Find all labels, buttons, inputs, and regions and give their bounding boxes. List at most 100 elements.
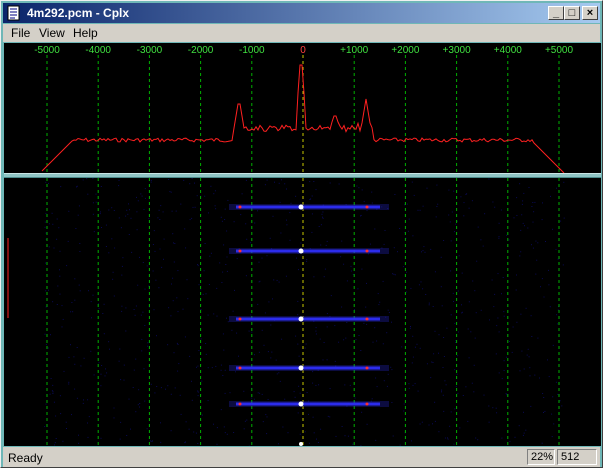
- noise-speck: [424, 251, 426, 253]
- noise-speck: [559, 400, 561, 402]
- noise-speck: [422, 288, 424, 290]
- menu-help[interactable]: Help: [73, 26, 98, 40]
- noise-speck: [172, 277, 174, 279]
- noise-speck: [63, 370, 65, 372]
- noise-speck: [453, 443, 455, 445]
- waterfall-signal-band: [236, 205, 380, 209]
- noise-speck: [284, 398, 286, 400]
- noise-speck: [397, 251, 398, 253]
- noise-speck: [265, 414, 267, 416]
- noise-speck: [86, 178, 88, 180]
- noise-speck: [454, 231, 455, 233]
- maximize-button[interactable]: □: [564, 6, 580, 20]
- noise-speck: [137, 284, 139, 286]
- noise-speck: [505, 393, 507, 395]
- noise-speck: [461, 304, 462, 306]
- noise-speck: [300, 242, 302, 244]
- noise-speck: [133, 309, 135, 310]
- title-bar[interactable]: 4m292.pcm - Cplx _ □ ×: [3, 3, 600, 23]
- noise-speck: [261, 257, 263, 259]
- noise-speck: [216, 287, 218, 289]
- close-button[interactable]: ×: [582, 6, 598, 20]
- noise-speck: [113, 295, 115, 297]
- noise-speck: [45, 212, 47, 214]
- noise-speck: [101, 365, 103, 366]
- noise-speck: [68, 381, 70, 383]
- noise-speck: [273, 279, 275, 281]
- noise-speck: [266, 255, 268, 257]
- noise-speck: [416, 343, 418, 345]
- noise-speck: [548, 376, 550, 378]
- noise-speck: [440, 256, 442, 258]
- noise-speck: [312, 416, 314, 418]
- noise-speck: [338, 183, 340, 185]
- menu-view[interactable]: View: [39, 26, 65, 40]
- noise-speck: [197, 443, 199, 444]
- noise-speck: [244, 420, 246, 422]
- noise-speck: [523, 432, 525, 434]
- noise-speck: [197, 365, 199, 367]
- pane-splitter[interactable]: [4, 173, 601, 178]
- noise-speck: [223, 244, 225, 246]
- noise-speck: [383, 243, 385, 245]
- noise-speck: [121, 265, 123, 267]
- noise-speck: [68, 356, 70, 358]
- noise-speck: [552, 396, 554, 398]
- noise-speck: [563, 217, 565, 219]
- noise-speck: [528, 187, 530, 188]
- noise-speck: [238, 355, 239, 357]
- noise-speck: [440, 286, 442, 288]
- frequency-tick-label: -2000: [188, 45, 214, 56]
- noise-speck: [98, 307, 100, 309]
- noise-speck: [515, 289, 517, 291]
- notepad-document-icon[interactable]: [6, 5, 22, 21]
- carrier-dot: [298, 316, 304, 322]
- noise-speck: [503, 370, 505, 371]
- noise-speck: [406, 203, 408, 205]
- noise-speck: [159, 219, 161, 220]
- noise-speck: [257, 210, 258, 212]
- noise-speck: [259, 280, 261, 282]
- noise-speck: [428, 424, 430, 426]
- noise-speck: [329, 315, 331, 317]
- noise-speck: [146, 265, 148, 267]
- noise-speck: [88, 416, 90, 418]
- noise-speck: [184, 228, 186, 230]
- noise-speck: [254, 354, 255, 356]
- noise-speck: [68, 210, 70, 212]
- noise-speck: [233, 432, 235, 433]
- noise-speck: [391, 321, 392, 323]
- noise-speck: [448, 189, 450, 191]
- close-icon: ×: [586, 7, 594, 19]
- noise-speck: [322, 211, 324, 213]
- noise-speck: [227, 321, 229, 323]
- spectrum-panel[interactable]: -5000 -4000 -3000 -2000 -1000 0 +1000 +2000 +300…: [4, 43, 601, 173]
- noise-speck: [293, 391, 295, 393]
- noise-speck: [113, 210, 115, 211]
- noise-speck: [224, 208, 226, 210]
- noise-speck: [276, 373, 278, 375]
- noise-speck: [508, 239, 510, 241]
- noise-speck: [305, 343, 307, 345]
- noise-speck: [171, 283, 172, 285]
- menu-file[interactable]: File: [11, 26, 31, 40]
- noise-speck: [454, 322, 456, 324]
- frequency-tick-label: 0: [300, 45, 306, 56]
- noise-speck: [321, 213, 323, 215]
- noise-speck: [245, 179, 247, 181]
- noise-speck: [203, 270, 205, 272]
- noise-speck: [197, 265, 199, 267]
- noise-speck: [512, 326, 514, 328]
- noise-speck: [491, 279, 493, 281]
- noise-speck: [238, 248, 240, 250]
- noise-speck: [168, 307, 170, 309]
- minimize-button[interactable]: _: [548, 6, 564, 20]
- noise-speck: [317, 442, 319, 443]
- noise-speck: [204, 243, 206, 244]
- noise-speck: [548, 284, 550, 286]
- noise-speck: [450, 411, 452, 413]
- waterfall-panel[interactable]: [4, 178, 601, 446]
- noise-speck: [174, 387, 176, 389]
- noise-speck: [60, 413, 62, 415]
- noise-speck: [385, 316, 387, 318]
